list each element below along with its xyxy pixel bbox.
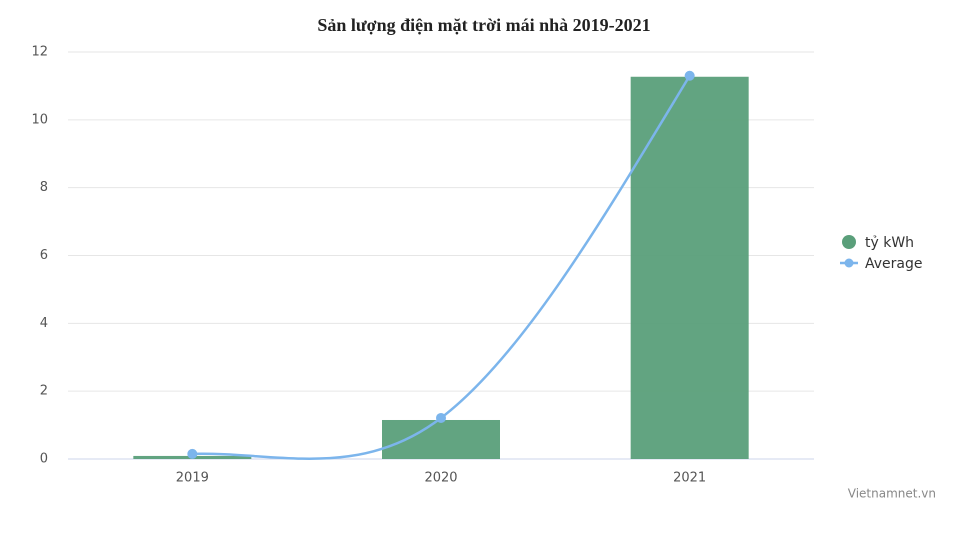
y-tick-label: 2	[40, 384, 48, 399]
y-tick-label: 10	[31, 112, 48, 127]
bar	[630, 76, 749, 460]
legend-label: tỷ kWh	[865, 235, 914, 251]
legend-symbol	[842, 235, 856, 249]
y-tick-label: 4	[40, 316, 48, 331]
y-tick-label: 6	[40, 248, 48, 263]
y-tick-label: 0	[40, 452, 48, 467]
y-tick-label: 12	[31, 45, 48, 60]
bar	[382, 419, 500, 459]
legend-label: Average	[865, 256, 923, 272]
x-tick-label: 2020	[424, 471, 457, 486]
marker	[684, 70, 695, 81]
marker	[187, 448, 198, 459]
line	[192, 75, 691, 460]
source: Vietnamnet.vn	[848, 487, 936, 501]
chart-title: Sản lượng điện mặt trời mái nhà 2019-202…	[317, 15, 650, 35]
x-tick-label: 2021	[673, 471, 706, 486]
y-tick-label: 8	[40, 180, 48, 195]
marker	[436, 412, 446, 423]
legend-symbol	[844, 258, 854, 268]
x-tick-label: 2019	[176, 471, 209, 486]
